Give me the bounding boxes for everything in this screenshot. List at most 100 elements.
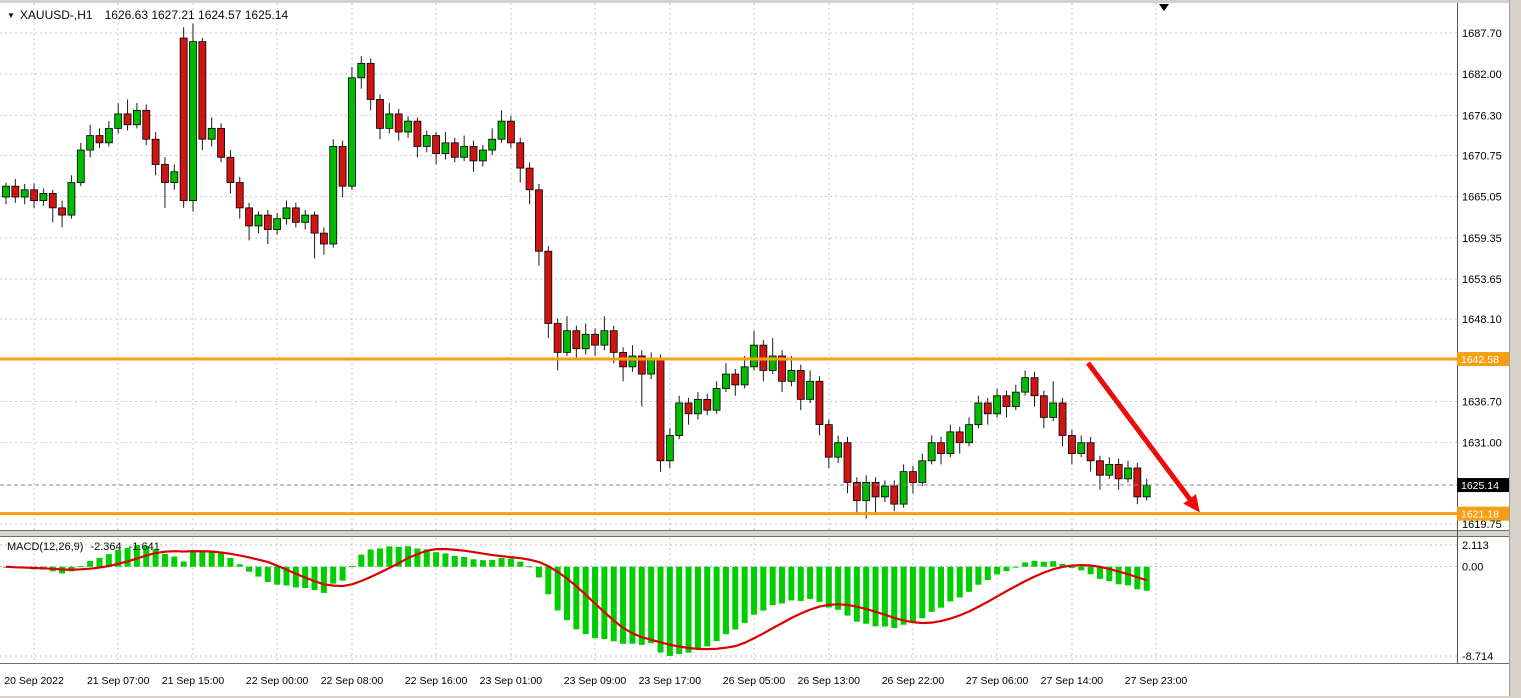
macd-histogram-bar xyxy=(638,566,645,645)
candle-body xyxy=(179,37,188,202)
candle-body xyxy=(95,135,104,144)
candle-body xyxy=(291,207,300,223)
time-axis-label: 23 Sep 17:00 xyxy=(639,675,702,687)
candle-body xyxy=(946,431,955,454)
candle-body xyxy=(563,330,571,353)
macd-histogram-bar xyxy=(975,566,982,585)
candle-body xyxy=(722,373,730,389)
candle-body xyxy=(843,442,852,483)
candle-body xyxy=(263,214,272,230)
time-axis[interactable] xyxy=(0,665,1509,696)
ohlc-values: 1626.63 1627.21 1624.57 1625.14 xyxy=(104,8,289,22)
candle-body xyxy=(123,113,132,126)
time-axis-label: 23 Sep 01:00 xyxy=(480,675,543,687)
candle-body xyxy=(39,193,48,202)
candle-body xyxy=(852,482,861,501)
price-axis[interactable] xyxy=(1458,3,1509,530)
macd-histogram-bar xyxy=(348,565,355,567)
candle-body xyxy=(890,485,899,505)
macd-histogram-bar xyxy=(517,561,524,567)
macd-main-value: -2.364 xyxy=(90,541,122,553)
candle-body xyxy=(357,62,366,79)
macd-histogram-bar xyxy=(367,549,374,567)
candle-body xyxy=(30,189,38,202)
macd-histogram-bar xyxy=(545,566,552,595)
time-axis-label: 26 Sep 05:00 xyxy=(723,675,786,687)
time-axis-label: 22 Sep 08:00 xyxy=(321,675,384,687)
macd-histogram-bar xyxy=(274,566,281,585)
candle-body xyxy=(11,185,20,198)
macd-histogram-bar xyxy=(1022,562,1029,567)
macd-histogram-bar xyxy=(713,566,720,641)
macd-histogram-bar xyxy=(807,566,814,599)
macd-histogram-bar xyxy=(461,556,468,567)
macd-histogram-bar xyxy=(676,566,683,654)
macd-histogram-bar xyxy=(87,561,94,567)
macd-histogram-bar xyxy=(330,566,337,584)
macd-histogram-bar xyxy=(666,566,673,656)
hline-price-badge-text: 1642.58 xyxy=(1461,354,1499,366)
candle-body xyxy=(404,120,412,133)
window-right-edge-line xyxy=(1509,0,1510,698)
candle-body xyxy=(1039,395,1048,418)
macd-histogram-bar xyxy=(377,548,383,567)
candle-body xyxy=(824,424,833,458)
candle-body xyxy=(67,182,76,216)
bid-price-badge-text: 1625.14 xyxy=(1461,480,1499,492)
macd-histogram-bar xyxy=(601,566,608,639)
candle-body xyxy=(684,402,693,415)
price-axis-separator xyxy=(1457,3,1458,664)
macd-histogram-bar xyxy=(208,550,215,567)
macd-histogram-bar xyxy=(535,566,542,578)
price-axis-label: 1676.30 xyxy=(1462,110,1502,122)
price-axis-label: 1659.35 xyxy=(1462,233,1502,245)
candle-body xyxy=(665,435,674,462)
candle-body xyxy=(114,113,123,129)
macd-histogram-bar xyxy=(694,566,701,649)
candle-body xyxy=(86,135,95,151)
macd-histogram-bar xyxy=(751,566,757,615)
macd-histogram-bar xyxy=(835,566,842,610)
macd-axis-label: 0.00 xyxy=(1462,562,1483,574)
macd-histogram-bar xyxy=(526,566,533,568)
chart-shift-marker-icon[interactable] xyxy=(1159,4,1169,11)
candle-body xyxy=(1133,467,1142,498)
macd-indicator-label: MACD(12,26,9) -2.364 -1.641 xyxy=(7,541,160,553)
macd-histogram-bar xyxy=(190,550,196,567)
macd-histogram-bar xyxy=(1059,563,1066,567)
macd-histogram-bar xyxy=(470,559,477,567)
symbol-dropdown-icon[interactable]: ▼ xyxy=(7,11,15,20)
macd-histogram-bar xyxy=(984,566,991,581)
macd-histogram-bar xyxy=(105,554,112,567)
macd-histogram-bar xyxy=(900,566,907,625)
candle-body xyxy=(161,164,169,183)
hline-price-badge xyxy=(1457,506,1509,521)
macd-histogram-bar xyxy=(77,566,84,568)
symbol-period-label: XAUUSD-,H1 xyxy=(19,8,93,22)
candle-body xyxy=(918,460,927,483)
macd-histogram-bar xyxy=(199,550,206,567)
window-bottom-edge xyxy=(0,696,1521,698)
macd-histogram-bar xyxy=(732,566,739,630)
macd-axis[interactable] xyxy=(1458,537,1509,663)
candle-body xyxy=(142,109,151,140)
macd-histogram-bar xyxy=(760,566,767,611)
candle-body xyxy=(983,402,992,415)
macd-histogram-bar xyxy=(489,559,496,567)
macd-histogram-bar xyxy=(1096,566,1103,579)
candle-body xyxy=(637,355,646,375)
candle-body xyxy=(385,113,394,129)
macd-histogram-bar xyxy=(218,553,225,567)
candle-body xyxy=(909,471,917,483)
time-axis-separator xyxy=(0,663,1521,664)
candle-body xyxy=(20,189,29,198)
panel-splitter[interactable] xyxy=(0,531,1521,536)
trend-arrow-annotation[interactable] xyxy=(1085,361,1200,513)
macd-histogram-bar xyxy=(956,566,963,598)
macd-histogram-bar xyxy=(507,558,514,567)
macd-name: MACD(12,26,9) xyxy=(7,541,84,553)
candle-body xyxy=(217,127,225,158)
macd-histogram-bar xyxy=(339,566,346,581)
macd-histogram-bar xyxy=(1115,566,1122,585)
